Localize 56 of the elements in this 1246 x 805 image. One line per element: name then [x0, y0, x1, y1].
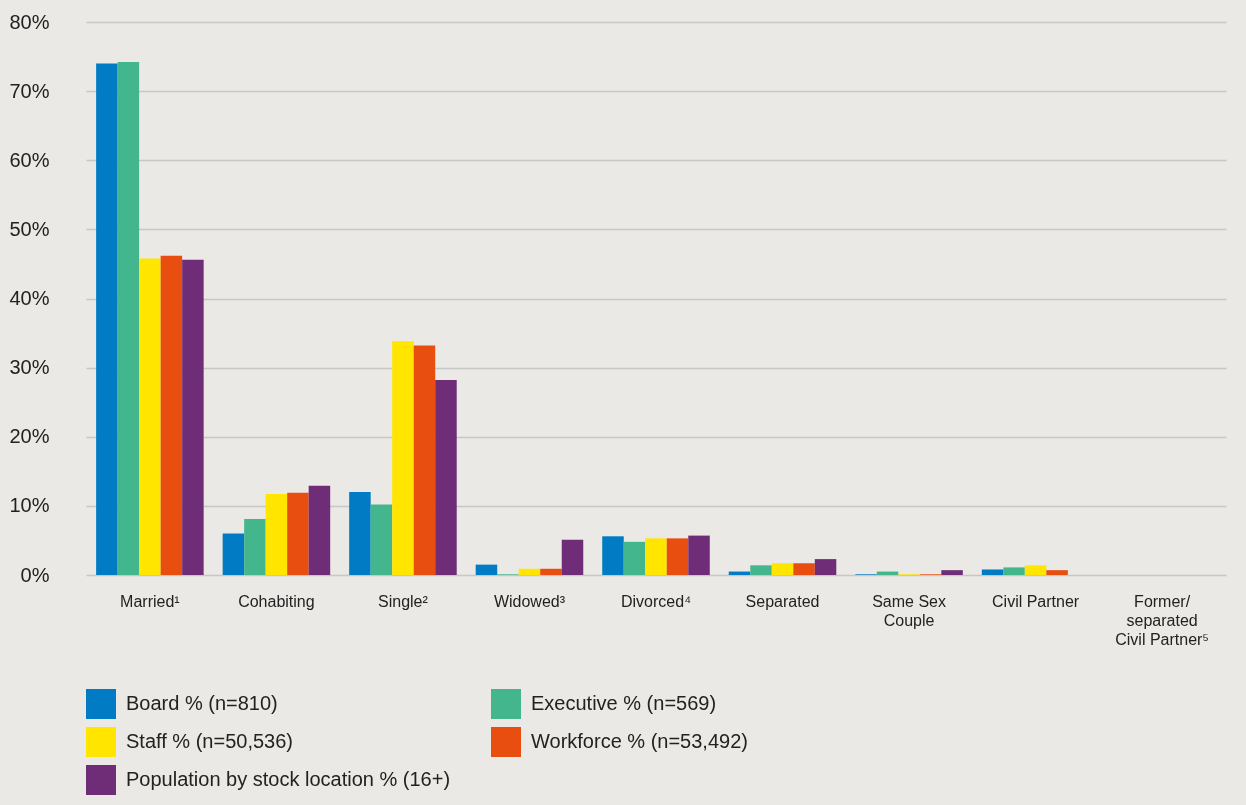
bar — [623, 541, 646, 575]
bar — [349, 492, 371, 575]
x-tick-label: Former/ separated Civil Partner⁵ — [1115, 592, 1209, 648]
y-tick-label: 50% — [9, 217, 50, 240]
y-tick-label: 80% — [9, 10, 50, 33]
bar — [370, 504, 393, 575]
x-tick-label: Cohabiting — [238, 592, 315, 610]
legend-label: Population by stock location % (16+) — [126, 768, 451, 790]
bar — [540, 568, 562, 575]
y-tick-label: 10% — [9, 494, 50, 517]
bar — [139, 258, 161, 575]
bar — [308, 485, 331, 575]
bar — [117, 62, 140, 575]
bar — [518, 568, 541, 575]
x-tick-label: Married¹ — [120, 592, 180, 610]
bar — [814, 559, 837, 575]
x-tick-label: Civil Partner — [992, 592, 1080, 610]
bar — [645, 538, 667, 575]
bar — [413, 345, 436, 575]
bar — [287, 492, 309, 575]
bar — [435, 380, 457, 575]
bar — [1024, 565, 1047, 575]
y-tick-label: 40% — [9, 287, 50, 309]
bar — [981, 569, 1004, 575]
bar — [392, 341, 414, 575]
x-tick-label: Widowed³ — [493, 592, 566, 610]
bar — [222, 533, 245, 575]
bar — [602, 536, 624, 575]
bar — [793, 563, 815, 575]
y-tick-label: 30% — [9, 356, 50, 379]
y-tick-label: 70% — [9, 79, 50, 102]
bar — [561, 539, 584, 575]
bar — [1003, 567, 1025, 575]
legend-label: Workforce % (n=53,492) — [531, 730, 748, 752]
legend-label: Executive % (n=569) — [531, 692, 717, 714]
bar — [265, 494, 288, 575]
bar — [1046, 570, 1068, 575]
bar — [475, 564, 498, 575]
x-tick-label: Same Sex Couple — [872, 592, 946, 629]
bar — [666, 538, 689, 575]
bar — [750, 565, 772, 575]
bar — [244, 519, 266, 575]
bar — [771, 563, 794, 575]
legend-label: Staff % (n=50,536) — [126, 730, 293, 752]
bar — [96, 63, 118, 575]
x-tick-label: Separated — [745, 592, 820, 610]
y-tick-label: 60% — [9, 148, 50, 171]
bar — [688, 535, 710, 575]
bar — [160, 255, 183, 575]
legend-label: Board % (n=810) — [126, 692, 278, 714]
bar — [941, 570, 963, 575]
bar — [182, 259, 204, 575]
x-tick-label: Divorced⁴ — [620, 592, 692, 610]
x-tick-label: Single² — [378, 592, 429, 610]
y-tick-label: 20% — [9, 425, 50, 448]
y-tick-label: 0% — [20, 563, 50, 586]
